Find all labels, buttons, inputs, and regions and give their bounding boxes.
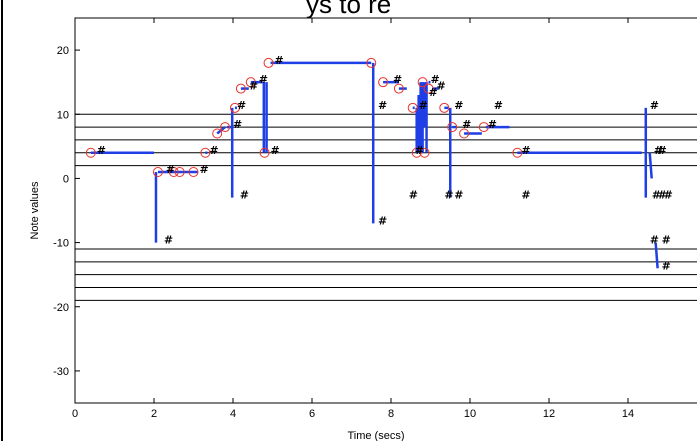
onset-circle-marker bbox=[263, 57, 274, 68]
sharp-marker: # bbox=[652, 189, 661, 202]
sharp-marker: # bbox=[378, 214, 387, 227]
onset-circle-marker bbox=[393, 83, 404, 94]
onset-circle-marker bbox=[168, 167, 179, 177]
onset-circle-marker bbox=[259, 147, 270, 158]
onset-circle-marker bbox=[85, 147, 96, 158]
onset-circle-marker bbox=[478, 122, 489, 133]
onset-circle-marker bbox=[229, 102, 240, 113]
x-tick-label: 2 bbox=[151, 408, 157, 420]
sharp-marker: # bbox=[462, 118, 471, 131]
sharp-marker: # bbox=[658, 144, 667, 157]
onset-circle-marker bbox=[174, 167, 185, 177]
sharp-marker: # bbox=[662, 259, 671, 272]
onset-circle-marker bbox=[439, 102, 450, 113]
sharp-marker: # bbox=[233, 118, 242, 131]
y-tick-label: -20 bbox=[53, 302, 69, 314]
chart-title: ys to re bbox=[306, 0, 392, 19]
y-tick-label: 10 bbox=[57, 109, 69, 121]
sharp-marker: # bbox=[271, 144, 280, 157]
onset-circle-marker bbox=[411, 147, 422, 158]
onset-circle-marker bbox=[512, 147, 523, 158]
sharp-marker: # bbox=[488, 118, 497, 131]
sharp-marker: # bbox=[378, 99, 387, 112]
x-tick-label: 10 bbox=[464, 408, 476, 420]
sharp-marker: # bbox=[419, 99, 428, 112]
sharp-marker: # bbox=[199, 163, 208, 176]
onset-circle-marker bbox=[220, 122, 231, 133]
sharp-marker: # bbox=[415, 144, 424, 157]
sharp-marker: # bbox=[240, 189, 249, 202]
onset-circle-marker bbox=[366, 57, 377, 68]
onset-circle-marker bbox=[407, 102, 418, 113]
sharp-marker: # bbox=[654, 144, 663, 157]
onset-circle-marker bbox=[447, 122, 458, 133]
sharp-marker: # bbox=[454, 99, 463, 112]
sharp-marker: # bbox=[662, 234, 671, 247]
y-tick-label: 0 bbox=[63, 173, 69, 185]
onset-circle-marker bbox=[212, 128, 223, 139]
sharp-marker: # bbox=[650, 99, 659, 112]
onset-circle-marker bbox=[188, 167, 199, 177]
sharp-marker: # bbox=[650, 234, 659, 247]
sharp-marker: # bbox=[431, 73, 440, 86]
sharp-marker: # bbox=[454, 189, 463, 202]
x-tick-label: 0 bbox=[72, 408, 78, 420]
onset-circle-marker bbox=[423, 83, 434, 94]
sharp-marker: # bbox=[97, 144, 106, 157]
sharp-marker: # bbox=[664, 189, 673, 202]
sharp-marker: # bbox=[164, 234, 173, 247]
sharp-marker: # bbox=[393, 73, 402, 86]
sharp-marker: # bbox=[444, 189, 453, 202]
y-tick-label: -30 bbox=[53, 366, 69, 378]
sharp-marker: # bbox=[249, 80, 258, 93]
sharp-marker: # bbox=[521, 189, 530, 202]
y-axis-label: Note values bbox=[29, 181, 41, 240]
sharp-marker: # bbox=[658, 189, 667, 202]
note-segment bbox=[654, 242, 659, 269]
x-tick-label: 14 bbox=[622, 408, 634, 420]
plot-area-border bbox=[74, 17, 697, 404]
sharp-marker: # bbox=[429, 86, 438, 99]
note-segment bbox=[216, 126, 226, 135]
note-segment bbox=[648, 152, 653, 179]
sharp-marker: # bbox=[237, 99, 246, 112]
onset-circle-marker bbox=[378, 77, 389, 88]
sharp-marker: # bbox=[166, 163, 175, 176]
onset-circle-marker bbox=[152, 167, 163, 177]
onset-circle-marker bbox=[417, 77, 428, 88]
x-tick-label: 4 bbox=[230, 408, 236, 420]
sharp-marker: # bbox=[259, 73, 268, 86]
x-tick-label: 6 bbox=[309, 408, 315, 420]
sharp-marker: # bbox=[436, 80, 445, 93]
onset-circle-marker bbox=[419, 147, 430, 158]
onset-circle-marker bbox=[245, 77, 256, 88]
sharp-marker: # bbox=[209, 144, 218, 157]
sharp-marker: # bbox=[409, 189, 418, 202]
onset-circle-marker bbox=[459, 128, 470, 139]
x-tick-label: 8 bbox=[388, 408, 394, 420]
onset-circle-marker bbox=[200, 147, 211, 158]
x-axis-label: Time (secs) bbox=[347, 430, 404, 441]
onset-circle-marker bbox=[235, 83, 246, 94]
sharp-marker: # bbox=[494, 99, 503, 112]
x-tick-label: 12 bbox=[543, 408, 555, 420]
y-tick-label: -10 bbox=[53, 238, 69, 250]
y-tick-label: 20 bbox=[57, 45, 69, 57]
sharp-marker: # bbox=[521, 144, 530, 157]
sharp-marker: # bbox=[275, 54, 284, 67]
